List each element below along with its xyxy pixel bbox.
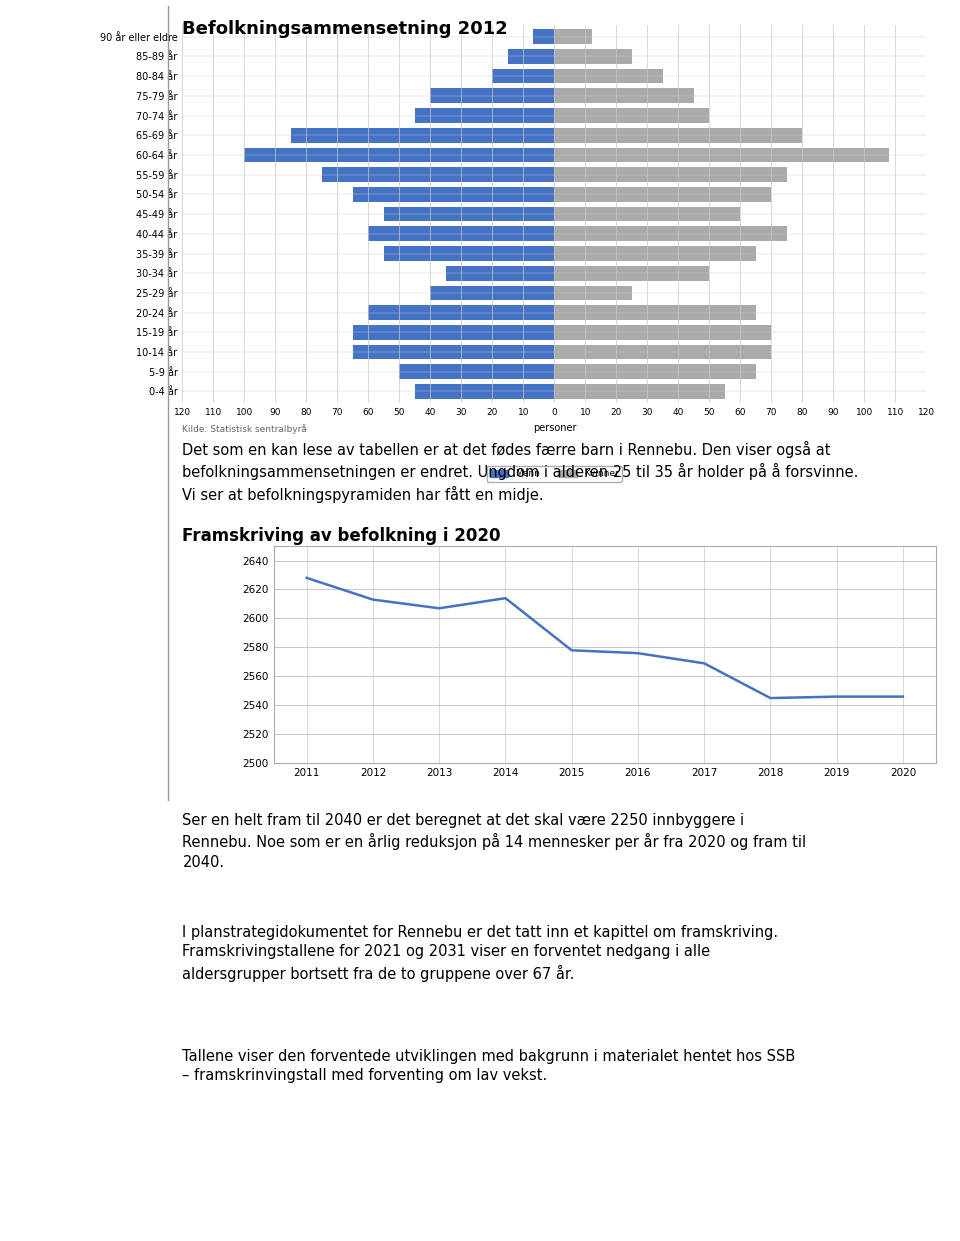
Bar — [445, 266, 555, 280]
Bar — [369, 226, 555, 241]
Bar — [555, 148, 889, 163]
Bar — [555, 128, 803, 143]
Bar — [508, 48, 555, 63]
Bar — [430, 88, 555, 103]
Bar — [555, 88, 694, 103]
Bar — [245, 148, 555, 163]
Bar — [353, 345, 555, 360]
Bar — [322, 168, 555, 182]
Bar — [555, 305, 756, 320]
Bar — [555, 108, 709, 123]
Text: Framskriving av befolkning i 2020: Framskriving av befolkning i 2020 — [182, 527, 501, 546]
Bar — [555, 365, 756, 380]
Bar — [555, 345, 772, 360]
Bar — [555, 30, 591, 43]
Bar — [555, 285, 632, 300]
Bar — [555, 187, 772, 202]
Bar — [384, 207, 555, 221]
Text: Ser en helt fram til 2040 er det beregnet at det skal være 2250 innbyggere i
Ren: Ser en helt fram til 2040 er det beregne… — [182, 813, 806, 870]
Bar — [399, 365, 555, 380]
Bar — [415, 108, 555, 123]
Bar — [353, 325, 555, 340]
Legend: Menn, Kvinner: Menn, Kvinner — [487, 465, 622, 482]
Text: Det som en kan lese av tabellen er at det fødes færre barn i Rennebu. Den viser : Det som en kan lese av tabellen er at de… — [182, 441, 859, 503]
Bar — [353, 187, 555, 202]
Text: Tallene viser den forventede utviklingen med bakgrunn i materialet hentet hos SS: Tallene viser den forventede utviklingen… — [182, 1049, 796, 1083]
Bar — [555, 48, 632, 63]
Bar — [555, 385, 725, 398]
Bar — [555, 226, 787, 241]
Bar — [384, 246, 555, 261]
Bar — [415, 385, 555, 398]
Bar — [492, 68, 555, 83]
Bar — [291, 128, 555, 143]
Bar — [369, 305, 555, 320]
Bar — [555, 246, 756, 261]
Text: I planstrategidokumentet for Rennebu er det tatt inn et kapittel om framskriving: I planstrategidokumentet for Rennebu er … — [182, 925, 779, 982]
Text: Befolkningsammensetning 2012: Befolkningsammensetning 2012 — [182, 20, 508, 38]
Bar — [555, 207, 740, 221]
Bar — [555, 68, 663, 83]
Bar — [430, 285, 555, 300]
Text: Kilde: Statistisk sentralbyrå: Kilde: Statistisk sentralbyrå — [182, 424, 307, 434]
Bar — [533, 30, 555, 43]
Bar — [555, 325, 772, 340]
X-axis label: personer: personer — [533, 423, 576, 433]
Bar — [555, 168, 787, 182]
Bar — [555, 266, 709, 280]
